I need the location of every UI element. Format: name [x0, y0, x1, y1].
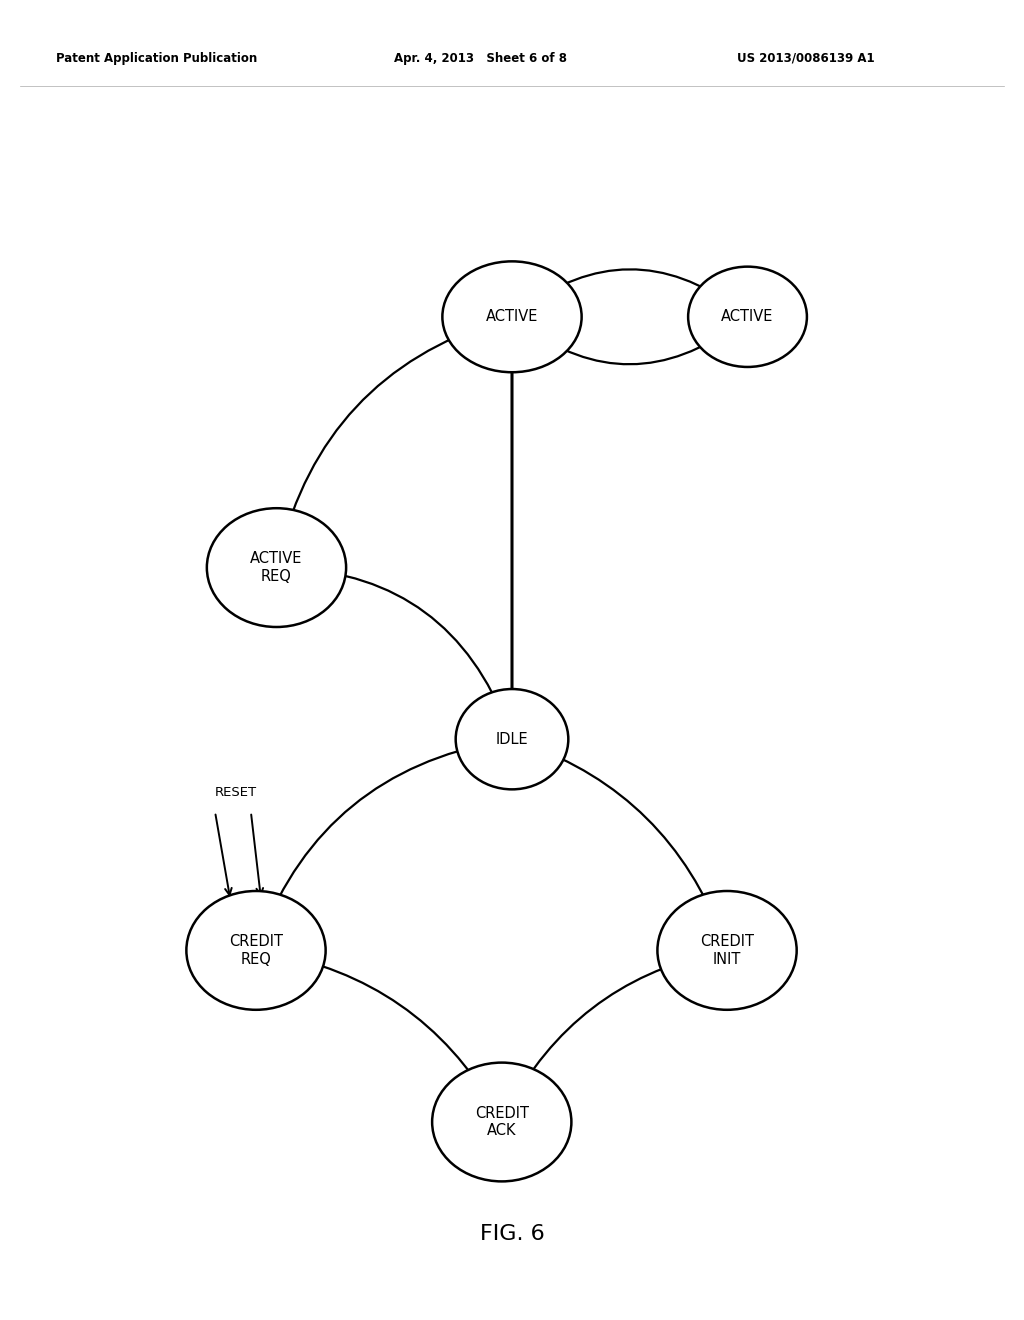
Ellipse shape: [207, 508, 346, 627]
Ellipse shape: [432, 1063, 571, 1181]
Text: Apr. 4, 2013   Sheet 6 of 8: Apr. 4, 2013 Sheet 6 of 8: [394, 51, 567, 65]
Ellipse shape: [688, 267, 807, 367]
Text: Patent Application Publication: Patent Application Publication: [56, 51, 258, 65]
Ellipse shape: [186, 891, 326, 1010]
Ellipse shape: [657, 891, 797, 1010]
Ellipse shape: [456, 689, 568, 789]
Text: US 2013/0086139 A1: US 2013/0086139 A1: [737, 51, 874, 65]
Text: CREDIT
REQ: CREDIT REQ: [229, 935, 283, 966]
Text: ACTIVE: ACTIVE: [485, 309, 539, 325]
Text: FIG. 6: FIG. 6: [479, 1224, 545, 1245]
Text: ACTIVE: ACTIVE: [721, 309, 774, 325]
Ellipse shape: [442, 261, 582, 372]
Text: CREDIT
INIT: CREDIT INIT: [700, 935, 754, 966]
Text: ACTIVE
REQ: ACTIVE REQ: [250, 552, 303, 583]
Text: IDLE: IDLE: [496, 731, 528, 747]
Text: RESET: RESET: [214, 785, 257, 799]
Text: CREDIT
ACK: CREDIT ACK: [475, 1106, 528, 1138]
